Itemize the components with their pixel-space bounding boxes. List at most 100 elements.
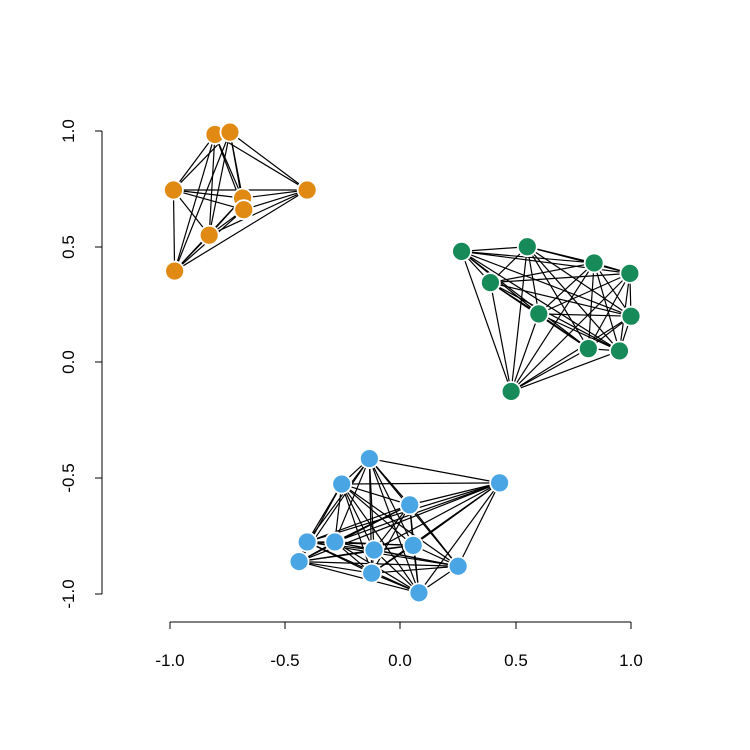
data-point-orange	[233, 199, 255, 221]
edge-line	[214, 133, 308, 191]
edge-line	[341, 483, 410, 506]
data-point-orange	[296, 179, 318, 201]
x-tick-label: -1.0	[155, 651, 184, 670]
edge-line	[593, 262, 621, 352]
data-point-blue	[363, 539, 385, 561]
edge-line	[510, 348, 589, 392]
edge-line	[371, 504, 411, 574]
edge-line	[510, 246, 528, 392]
edge-line	[587, 262, 595, 349]
edge-line	[173, 189, 243, 199]
edge-line	[373, 549, 459, 567]
edge-line	[208, 134, 216, 236]
edge-line	[538, 313, 632, 317]
edge-line	[461, 246, 528, 252]
edge-line	[510, 313, 540, 392]
x-axis: -1.0 -0.5 0.0 0.5 1.0	[155, 621, 643, 670]
edge-line	[298, 544, 414, 563]
edge-line	[510, 272, 631, 392]
edge-line	[490, 272, 630, 284]
data-point-green	[620, 305, 642, 327]
y-tick-label: 1.0	[59, 119, 78, 143]
data-point-orange	[198, 224, 220, 246]
data-point-green	[619, 262, 641, 284]
data-point-green	[516, 236, 538, 258]
data-point-green	[577, 338, 599, 360]
x-tick-label: 0.0	[388, 651, 412, 670]
edge-line	[409, 482, 500, 506]
data-point-blue	[331, 473, 353, 495]
x-tick-label: -0.5	[270, 651, 299, 670]
edge-line	[490, 282, 620, 352]
y-tick-label: -1.0	[59, 579, 78, 608]
edge-line	[457, 482, 501, 567]
data-point-blue	[489, 472, 511, 494]
data-point-green	[451, 240, 472, 262]
y-axis: -1.0 -0.5 0.0 0.5 1.0	[59, 119, 103, 609]
edge-line	[510, 315, 632, 392]
data-point-green	[583, 252, 605, 274]
edge-line	[341, 483, 459, 567]
edge-line	[242, 189, 308, 199]
edge-line	[510, 350, 620, 392]
data-point-blue	[288, 551, 310, 572]
edge-line	[299, 560, 459, 567]
data-point-orange	[163, 179, 184, 201]
edge-line	[461, 250, 620, 352]
edge-line	[369, 457, 500, 484]
edge-line	[172, 190, 176, 272]
data-point-green	[609, 340, 630, 362]
x-tick-label: 0.5	[504, 651, 528, 670]
edge-line	[334, 458, 370, 543]
edge-line	[172, 134, 216, 191]
data-point-blue	[408, 582, 430, 604]
edge-line	[490, 282, 632, 317]
data-point-green	[479, 272, 501, 294]
edge-line	[587, 273, 631, 349]
edge-line	[409, 504, 459, 567]
x-tick-label: 1.0	[619, 651, 643, 670]
y-tick-label: -0.5	[59, 463, 78, 492]
edge-line	[461, 250, 632, 317]
edge-line	[510, 262, 595, 392]
edge-line	[298, 561, 420, 594]
edge-line	[229, 131, 308, 191]
edge-line	[306, 504, 410, 543]
data-point-blue	[447, 555, 469, 577]
edge-line	[489, 282, 512, 392]
edge-line	[341, 483, 373, 574]
edge-line	[371, 565, 459, 574]
y-tick-label: 0.0	[59, 350, 78, 374]
edge-line	[538, 272, 631, 315]
edge-line	[461, 250, 589, 350]
data-point-blue	[324, 531, 346, 553]
data-point-blue	[358, 448, 380, 469]
edge-line	[368, 458, 414, 546]
edge-line	[208, 132, 231, 236]
edge-line	[173, 189, 244, 211]
edge-line	[461, 250, 595, 264]
edge-line	[538, 313, 620, 352]
data-point-green	[528, 303, 550, 325]
edge-line	[526, 246, 632, 317]
edge-line	[208, 189, 308, 236]
edge-line	[341, 483, 375, 551]
edge-line	[174, 131, 231, 272]
edge-line	[418, 482, 501, 594]
edge-line	[538, 262, 595, 315]
edge-line	[243, 189, 308, 211]
edge-line	[526, 246, 540, 314]
data-point-blue	[296, 531, 318, 553]
edge-line	[373, 482, 500, 551]
nodes-layer	[163, 121, 642, 604]
edge-line	[174, 134, 216, 272]
data-point-blue	[402, 534, 424, 556]
data-point-orange	[164, 260, 186, 282]
edge-line	[298, 560, 372, 574]
edge-line	[334, 482, 500, 543]
edge-line	[298, 504, 410, 563]
edge-line	[371, 482, 500, 574]
data-point-blue	[361, 562, 383, 584]
edge-line	[174, 189, 308, 272]
